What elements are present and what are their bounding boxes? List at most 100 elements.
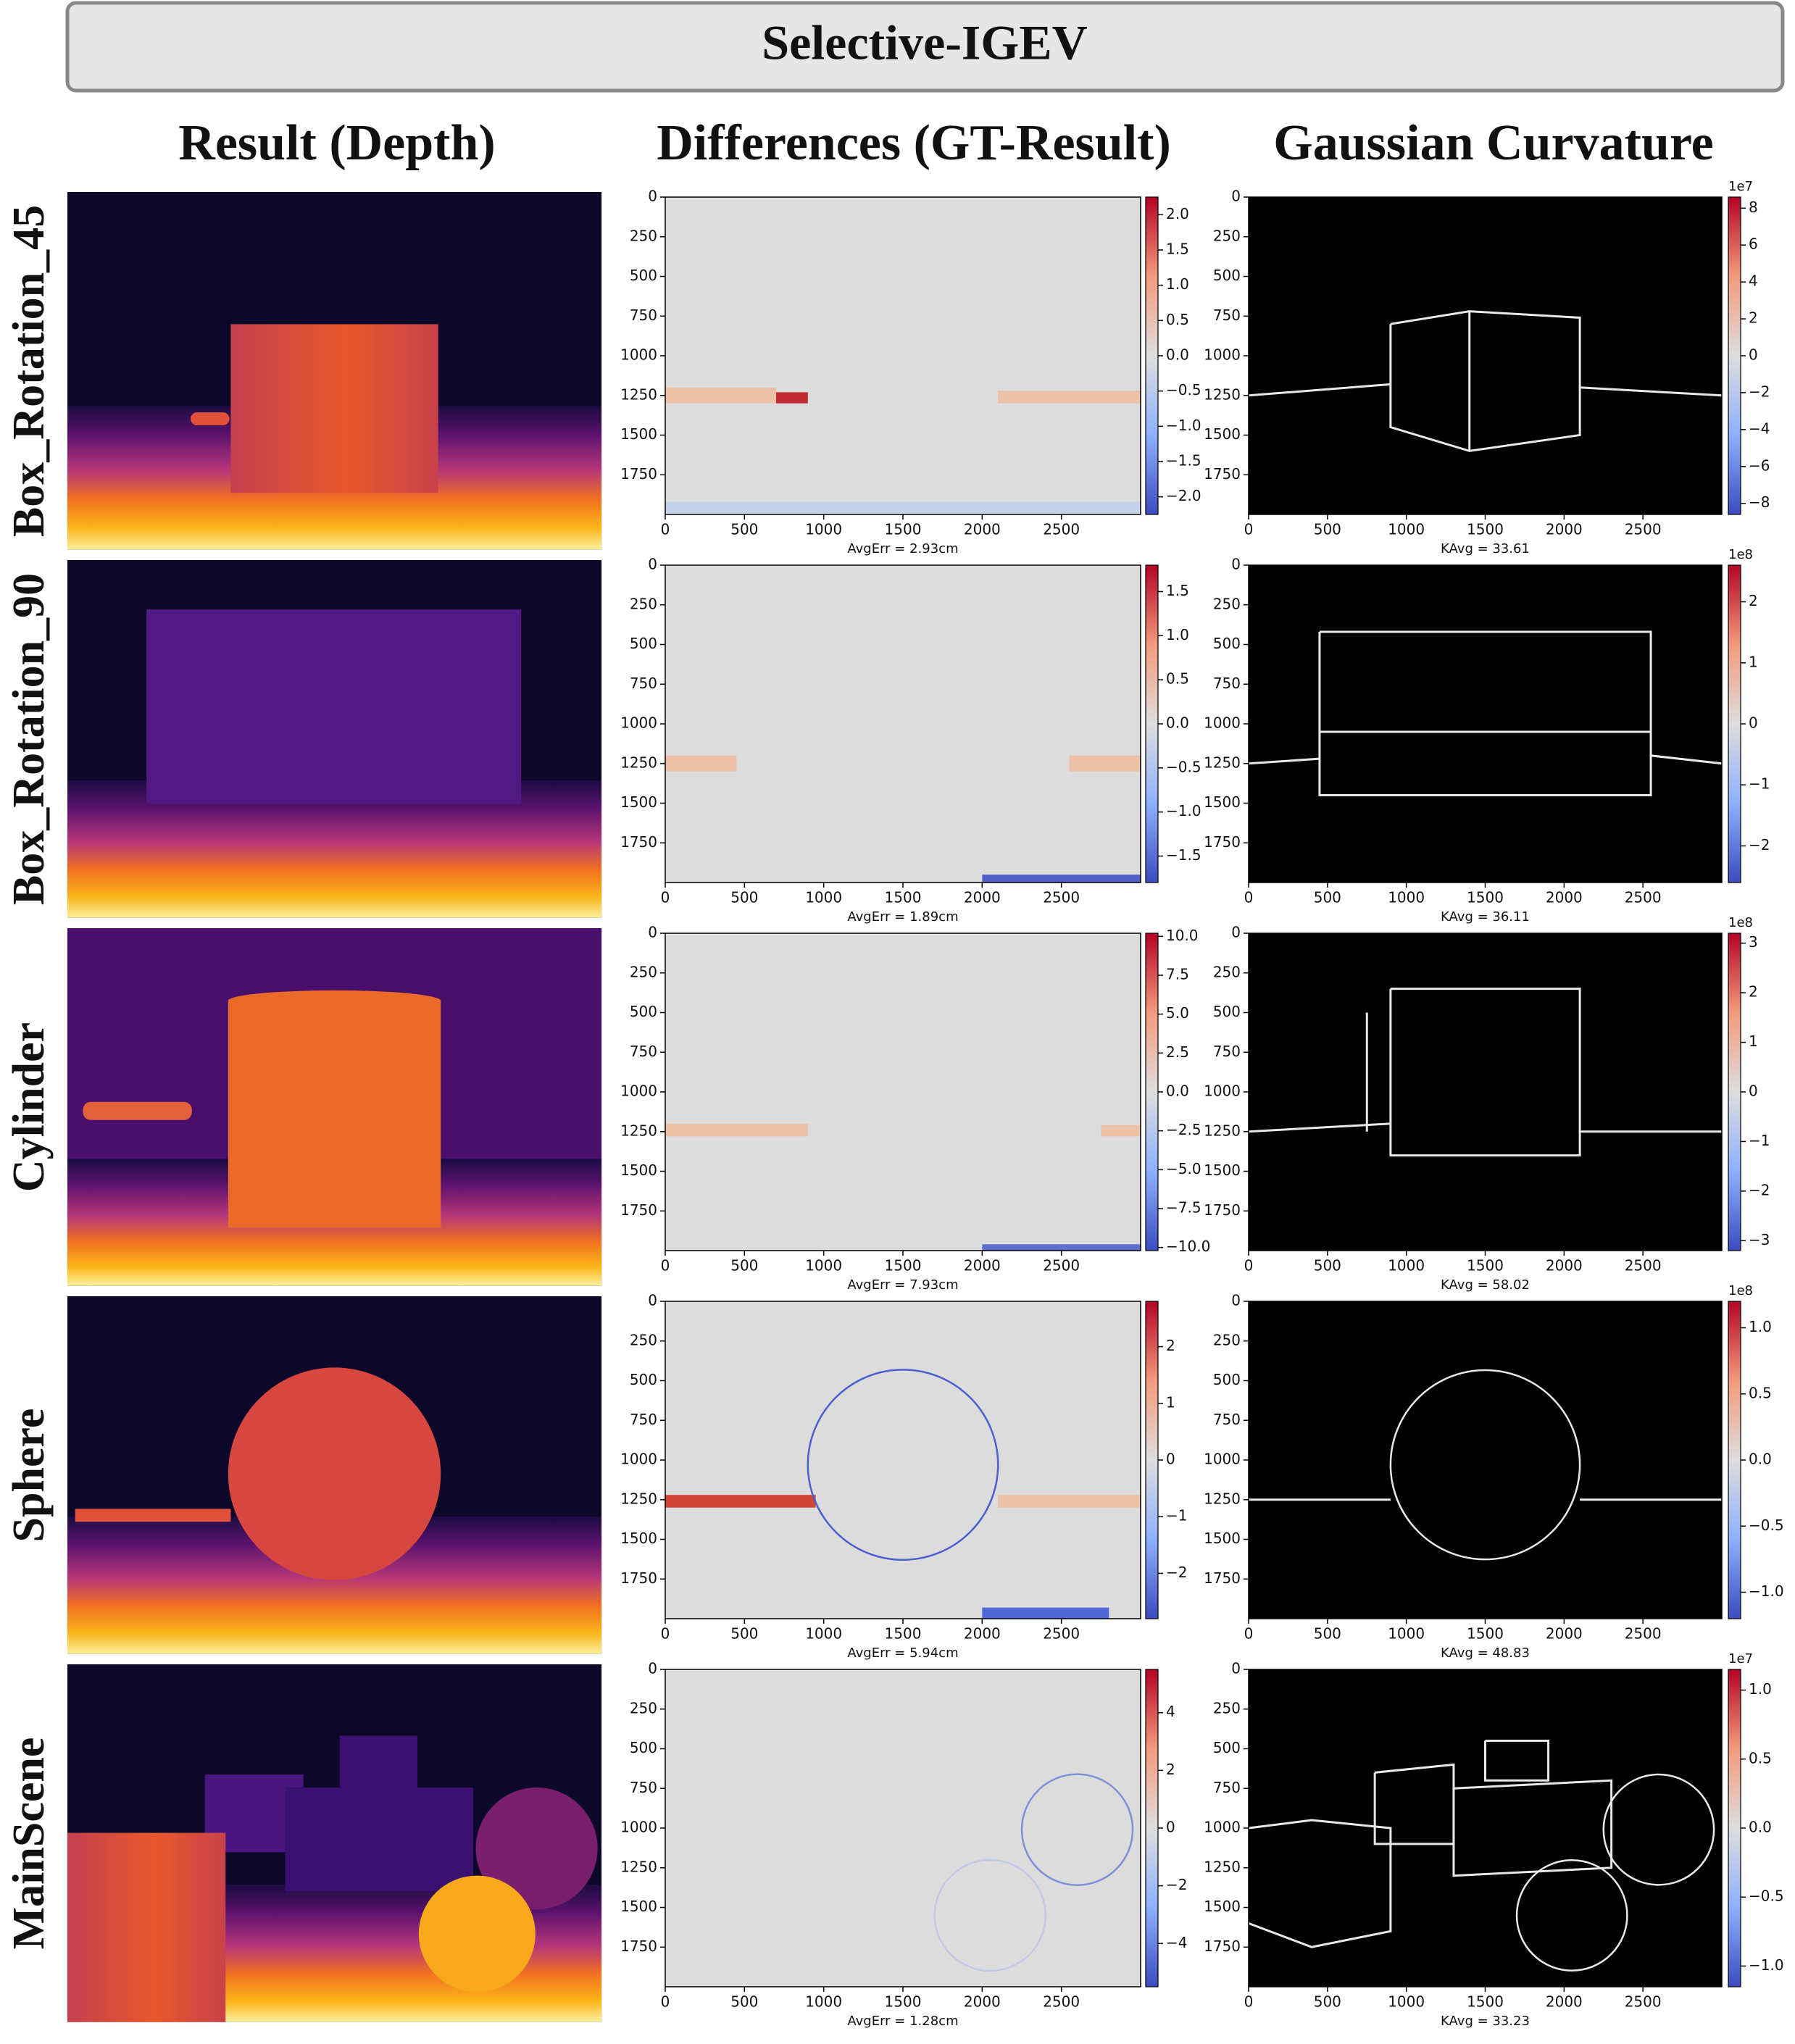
y-tick-label: 0 bbox=[648, 924, 657, 941]
y-tick-label: 1750 bbox=[620, 1937, 657, 1955]
colorbar-tick-label: −0.5 bbox=[1166, 758, 1201, 775]
caption: KAvg = 33.23 bbox=[1441, 2014, 1530, 2029]
y-tick-label: 0 bbox=[648, 188, 657, 205]
colorbar-tick-label: −4 bbox=[1749, 420, 1770, 437]
y-tick-label: 750 bbox=[630, 675, 657, 692]
column-header: Gaussian Curvature bbox=[1273, 115, 1713, 171]
x-tick-label: 0 bbox=[661, 1993, 670, 2011]
y-tick-label: 1000 bbox=[1204, 1083, 1241, 1100]
caption: KAvg = 33.61 bbox=[1441, 541, 1530, 556]
sphere bbox=[475, 1787, 598, 1910]
colorbar-tick-label: 1.5 bbox=[1166, 582, 1189, 599]
y-tick-label: 1500 bbox=[620, 425, 657, 443]
y-tick-label: 1250 bbox=[1204, 385, 1241, 403]
patch bbox=[665, 501, 1141, 513]
colorbar-tick-label: 1.0 bbox=[1749, 1318, 1772, 1335]
y-tick-label: 0 bbox=[1231, 924, 1241, 941]
y-tick-label: 1000 bbox=[620, 346, 657, 364]
y-tick-label: 1250 bbox=[620, 754, 657, 771]
y-tick-label: 1250 bbox=[1204, 1858, 1241, 1875]
row-label: MainScene bbox=[4, 1738, 54, 1950]
x-tick-label: 0 bbox=[1244, 889, 1254, 906]
colorbar-tick-label: −1.0 bbox=[1166, 802, 1201, 819]
colorbar-tick-label: 7.5 bbox=[1166, 965, 1189, 983]
cylinder bbox=[228, 1001, 441, 1228]
colorbar-tick-label: 1 bbox=[1749, 653, 1758, 670]
y-tick-label: 250 bbox=[630, 1699, 657, 1716]
x-tick-label: 1500 bbox=[885, 1625, 922, 1643]
outline bbox=[1318, 630, 1652, 797]
x-tick-label: 0 bbox=[1244, 1257, 1254, 1275]
caption: KAvg = 58.02 bbox=[1441, 1277, 1530, 1293]
depth-image bbox=[67, 1296, 602, 1654]
y-tick-label: 1000 bbox=[620, 1083, 657, 1100]
y-tick-label: 500 bbox=[1213, 1371, 1241, 1388]
x-tick-label: 1500 bbox=[1467, 1257, 1504, 1275]
outline bbox=[1248, 383, 1391, 397]
colorbar-tick-label: −1.5 bbox=[1166, 846, 1201, 864]
colorbar-tick-label: 1 bbox=[1166, 1393, 1175, 1411]
colorbar-tick-label: 2 bbox=[1166, 1337, 1175, 1354]
colorbar-tick-label: −0.5 bbox=[1749, 1887, 1784, 1905]
y-tick-label: 0 bbox=[648, 1660, 657, 1677]
row-label: Sphere bbox=[4, 1409, 54, 1543]
colorbar-tick-label: 0.0 bbox=[1166, 1083, 1189, 1100]
x-tick-label: 1500 bbox=[885, 889, 922, 906]
y-tick-label: 1000 bbox=[1204, 1819, 1241, 1836]
colorbar-tick-label: −0.5 bbox=[1749, 1517, 1784, 1534]
colorbar bbox=[1728, 564, 1741, 883]
colorbar-exponent: 1e8 bbox=[1728, 1283, 1753, 1298]
colorbar-tick-label: −2.5 bbox=[1166, 1121, 1201, 1138]
y-tick-label: 1500 bbox=[1204, 1898, 1241, 1915]
y-tick-label: 1750 bbox=[1204, 1937, 1241, 1955]
y-tick-label: 1000 bbox=[620, 714, 657, 732]
x-tick-label: 2500 bbox=[1625, 1625, 1662, 1643]
patch bbox=[982, 1607, 1109, 1619]
x-tick-label: 2000 bbox=[964, 521, 1001, 538]
colorbar-tick-label: 0.0 bbox=[1166, 346, 1189, 364]
y-tick-label: 250 bbox=[1213, 1699, 1241, 1716]
depth-image bbox=[67, 560, 602, 918]
x-tick-label: 1500 bbox=[885, 1993, 922, 2011]
box bbox=[146, 609, 522, 804]
y-tick-label: 1250 bbox=[620, 1858, 657, 1875]
outline bbox=[1452, 1779, 1613, 1877]
plot-image bbox=[1249, 565, 1722, 883]
x-tick-label: 2000 bbox=[964, 1993, 1001, 2011]
colorbar-tick-label: 2 bbox=[1749, 592, 1758, 609]
x-tick-label: 2000 bbox=[1546, 1257, 1583, 1275]
sphere bbox=[228, 1367, 441, 1580]
colorbar-tick-label: −5.0 bbox=[1166, 1160, 1201, 1177]
y-tick-label: 1750 bbox=[1204, 465, 1241, 483]
y-tick-label: 1250 bbox=[620, 1490, 657, 1507]
x-tick-label: 1000 bbox=[805, 1257, 842, 1275]
patch bbox=[1069, 755, 1141, 772]
x-tick-label: 2500 bbox=[1043, 521, 1080, 538]
colorbar-tick-label: −6 bbox=[1749, 456, 1770, 474]
x-tick-label: 1500 bbox=[885, 1257, 922, 1275]
y-tick-label: 250 bbox=[1213, 1331, 1241, 1348]
x-tick-label: 2500 bbox=[1625, 1257, 1662, 1275]
x-tick-label: 2500 bbox=[1625, 1993, 1662, 2011]
y-tick-label: 1000 bbox=[1204, 346, 1241, 364]
sphere bbox=[418, 1875, 536, 1993]
colorbar-tick-label: 1.0 bbox=[1166, 275, 1189, 293]
y-tick-label: 1500 bbox=[620, 1530, 657, 1547]
y-tick-label: 500 bbox=[630, 1371, 657, 1388]
plot-image bbox=[665, 1301, 1141, 1619]
plot-image bbox=[1249, 1301, 1722, 1619]
x-tick-label: 1000 bbox=[805, 1625, 842, 1643]
y-tick-label: 500 bbox=[630, 1739, 657, 1756]
caption: AvgErr = 1.89cm bbox=[847, 909, 958, 925]
y-tick-label: 0 bbox=[648, 1292, 657, 1309]
y-tick-label: 1750 bbox=[1204, 1569, 1241, 1587]
colorbar-tick-label: −4 bbox=[1166, 1934, 1187, 1951]
patch bbox=[665, 387, 777, 404]
y-tick-label: 1500 bbox=[620, 793, 657, 811]
y-tick-label: 0 bbox=[1231, 188, 1241, 205]
colorbar-tick-label: −2 bbox=[1166, 1876, 1187, 1893]
y-tick-label: 250 bbox=[1213, 963, 1241, 980]
x-tick-label: 1500 bbox=[885, 521, 922, 538]
x-tick-label: 2000 bbox=[1546, 521, 1583, 538]
x-tick-label: 1000 bbox=[1388, 1257, 1425, 1275]
